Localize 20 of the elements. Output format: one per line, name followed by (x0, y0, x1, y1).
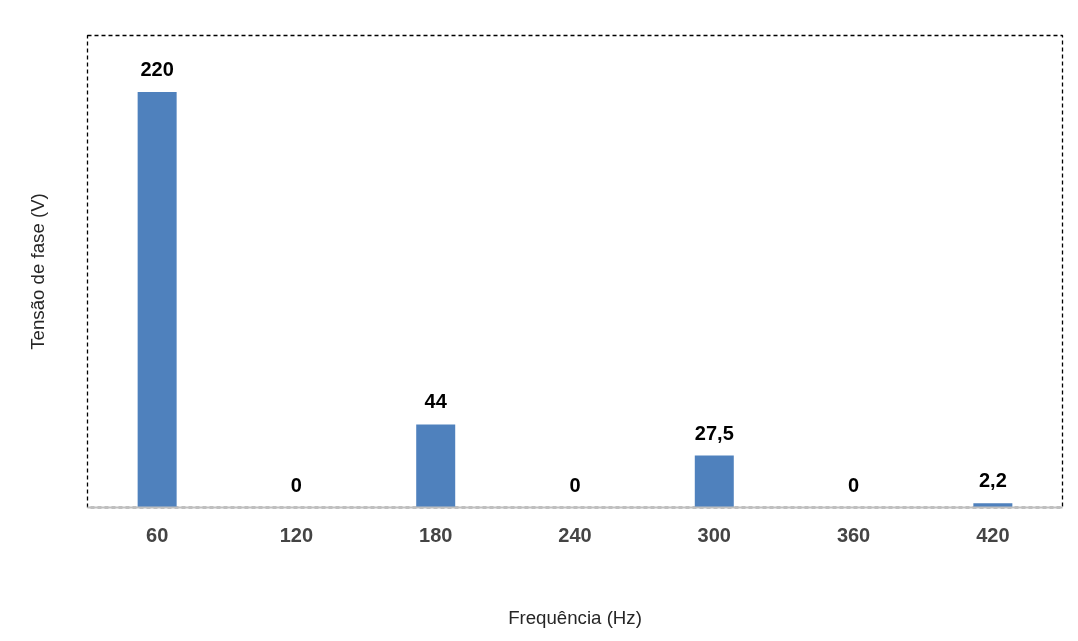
x-tick-label: 360 (836, 523, 871, 546)
data-label: 0 (290, 473, 302, 496)
x-tick-label: 420 (976, 523, 1010, 546)
bar (137, 92, 177, 508)
x-axis-title: Frequência (Hz) (508, 606, 642, 628)
x-tick-label: 60 (146, 523, 169, 546)
data-label: 44 (424, 390, 448, 413)
data-label: 27,5 (694, 421, 734, 444)
x-tick-label: 300 (697, 523, 731, 546)
x-tick-label: 180 (419, 523, 453, 546)
data-label: 0 (569, 473, 581, 496)
x-tick-label: 120 (279, 523, 314, 546)
data-label: 0 (848, 473, 860, 496)
x-tick-label: 240 (558, 523, 592, 546)
bar (694, 455, 734, 508)
bar (973, 503, 1013, 508)
data-label: 220 (140, 58, 174, 81)
bar (416, 424, 456, 508)
y-axis-title: Tensão de fase (V) (26, 193, 48, 350)
data-label: 2,2 (978, 469, 1007, 492)
